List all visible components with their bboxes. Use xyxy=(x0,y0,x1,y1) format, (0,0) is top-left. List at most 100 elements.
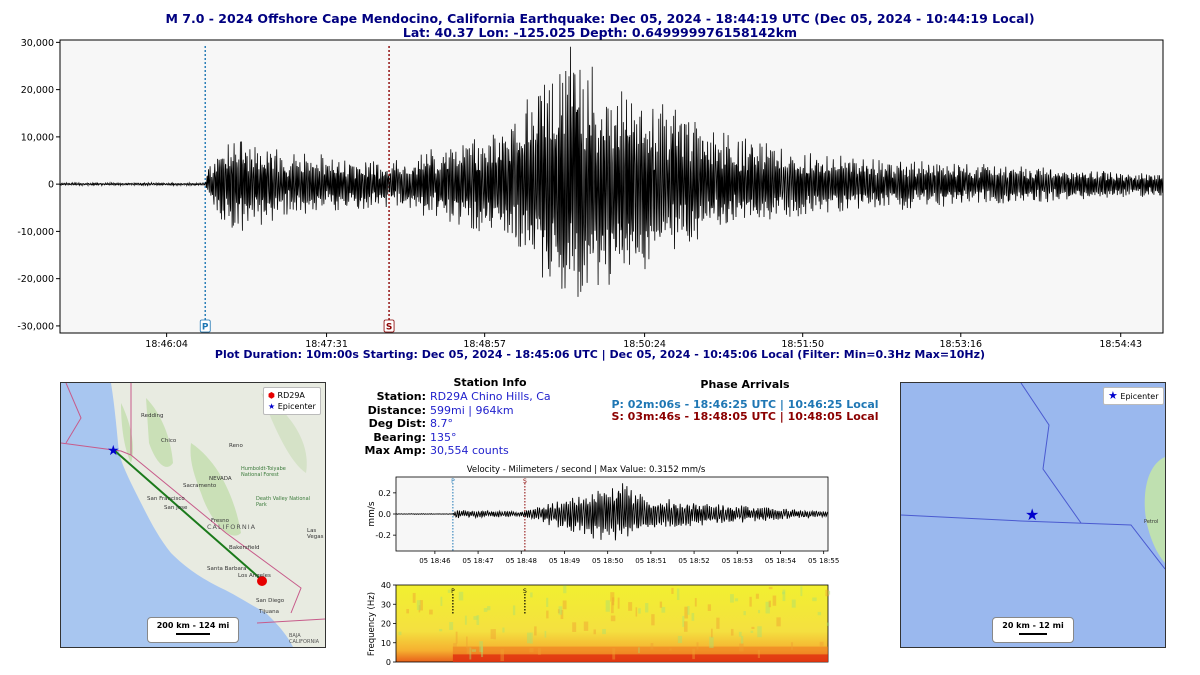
map-label-redding: Redding xyxy=(141,413,164,419)
deg-dist-value: 8.7° xyxy=(430,417,453,430)
p-arrival-text: P: 02m:06s - 18:46:25 UTC | 10:46:25 Loc… xyxy=(611,398,879,411)
spectral-texture xyxy=(612,597,615,606)
station-marker-icon xyxy=(257,576,267,586)
spectral-texture xyxy=(602,628,606,635)
bearing-value: 135° xyxy=(430,430,457,444)
x-tick-label: 18:50:24 xyxy=(623,339,666,350)
scale-bar xyxy=(176,633,210,635)
spectral-texture xyxy=(696,642,699,650)
spectral-texture xyxy=(707,604,712,611)
spectral-texture xyxy=(487,606,491,611)
spectral-texture xyxy=(682,615,685,627)
spectral-texture xyxy=(827,590,831,595)
y-tick-label: -10,000 xyxy=(17,227,54,238)
x-tick-label: 05 18:50 xyxy=(592,557,623,565)
map-label-reno: Reno xyxy=(229,443,243,449)
y-tick-label: 10 xyxy=(381,639,391,648)
x-tick-label: 05 18:51 xyxy=(635,557,666,565)
spectral-texture xyxy=(782,589,786,602)
y-tick-label: 10,000 xyxy=(21,132,54,143)
phase-label: P xyxy=(202,323,209,333)
spectral-texture xyxy=(612,648,616,660)
seismogram-chart: 30,000 20,000 10,000 0 -10,000 -20,000 -30,000… xyxy=(17,38,1164,350)
seismogram-x-axis: 18:46:04 18:47:31 18:48:57 18:50:24 18:51:50… xyxy=(145,333,1142,350)
spectral-texture xyxy=(740,635,744,644)
spectral-texture xyxy=(730,628,734,636)
spectral-texture xyxy=(529,632,533,644)
spectral-texture xyxy=(765,601,770,614)
chart-subtitle: Lat: 40.37 Lon: -125.025 Depth: 0.649999… xyxy=(402,25,798,40)
station-key: Station: xyxy=(376,390,426,403)
spectral-texture xyxy=(546,597,549,607)
epicenter-map-canvas xyxy=(901,383,1165,570)
max-amp-key: Max Amp: xyxy=(364,444,426,457)
epicenter-map[interactable]: Petrol ★ ★ Epicenter 20 km - 12 mi xyxy=(900,382,1166,648)
epicenter-legend-icon: ★ xyxy=(1108,389,1118,402)
spectral-texture xyxy=(466,636,468,649)
spectral-texture xyxy=(416,600,421,611)
spectral-texture xyxy=(659,601,663,608)
x-tick-label: 05 18:53 xyxy=(722,557,753,565)
spectral-texture xyxy=(429,609,433,615)
epicenter-star-icon: ★ xyxy=(107,443,120,459)
spectrogram-energy xyxy=(398,585,831,662)
deg-dist-row: Deg Dist: 8.7° xyxy=(312,417,542,431)
distance-row: Distance: 599mi | 964km xyxy=(312,404,542,418)
y-tick-label: -20,000 xyxy=(17,274,54,285)
spectral-texture xyxy=(790,642,794,650)
spectral-texture xyxy=(512,605,516,616)
spectral-texture xyxy=(527,632,531,644)
spectral-texture xyxy=(529,648,534,653)
spectral-texture xyxy=(449,621,454,630)
distance-value: 599mi | 964km xyxy=(430,403,514,417)
spectral-texture xyxy=(738,631,742,637)
spectral-texture xyxy=(440,596,443,606)
spectral-texture xyxy=(817,611,822,616)
spectral-texture xyxy=(716,617,720,629)
spectral-texture xyxy=(476,615,480,625)
spectral-texture xyxy=(493,629,496,640)
spectral-texture xyxy=(447,589,451,593)
map-label-california: CALIFORNIA xyxy=(207,523,257,531)
map-label-chico: Chico xyxy=(161,438,177,444)
seismogram-trace xyxy=(59,46,1164,297)
spectral-texture xyxy=(739,643,744,652)
map-label-tijuana: Tijuana xyxy=(259,609,279,615)
velocity-y-axis: 0.2 0.0 -0.2 xyxy=(375,489,396,540)
map-label-petrol: Petrol xyxy=(1144,519,1159,525)
map-label-baja: BAJA CALIFORNIA xyxy=(289,633,320,645)
spectrogram-y-axis: 40 30 20 10 0 xyxy=(381,581,396,667)
x-tick-label: 05 18:49 xyxy=(549,557,580,565)
spectral-texture xyxy=(500,649,505,662)
spectral-texture xyxy=(755,593,759,599)
y-tick-label: 20,000 xyxy=(21,85,54,96)
phase-label-box xyxy=(199,319,211,333)
x-tick-label: 18:47:31 xyxy=(305,339,348,350)
spectral-texture xyxy=(562,600,567,610)
spectral-texture xyxy=(398,631,402,636)
chart-title: M 7.0 - 2024 Offshore Cape Mendocino, Ca… xyxy=(165,11,1035,26)
spectral-texture xyxy=(406,609,410,614)
x-tick-label: 18:51:50 xyxy=(781,339,824,350)
x-tick-label: 05 18:54 xyxy=(765,557,797,565)
spectral-texture xyxy=(419,600,423,611)
spectral-texture xyxy=(757,626,762,638)
spectral-texture xyxy=(471,649,476,652)
spectral-texture xyxy=(826,622,830,626)
spectral-texture xyxy=(583,621,589,631)
spectral-texture xyxy=(610,615,616,622)
spectral-texture xyxy=(691,612,695,621)
spectral-texture xyxy=(483,608,488,612)
spectral-texture xyxy=(544,630,547,638)
regional-map[interactable]: ★ NEVADA Sacramento San Francisco San Jo… xyxy=(60,382,326,648)
spectral-texture xyxy=(453,643,457,647)
map-label-los-angeles: Los Angeles xyxy=(238,573,271,579)
station-info: Station: RD29A Chino Hills, Ca Distance:… xyxy=(312,390,550,470)
spectral-texture xyxy=(558,606,563,615)
spectral-texture xyxy=(710,628,713,638)
epicenter-star-icon: ★ xyxy=(1025,505,1040,524)
spectral-texture xyxy=(628,602,633,611)
map-label-nevada: NEVADA xyxy=(209,476,232,482)
spectral-texture xyxy=(481,646,484,658)
map-label-las-vegas: Las Vegas xyxy=(307,528,324,540)
